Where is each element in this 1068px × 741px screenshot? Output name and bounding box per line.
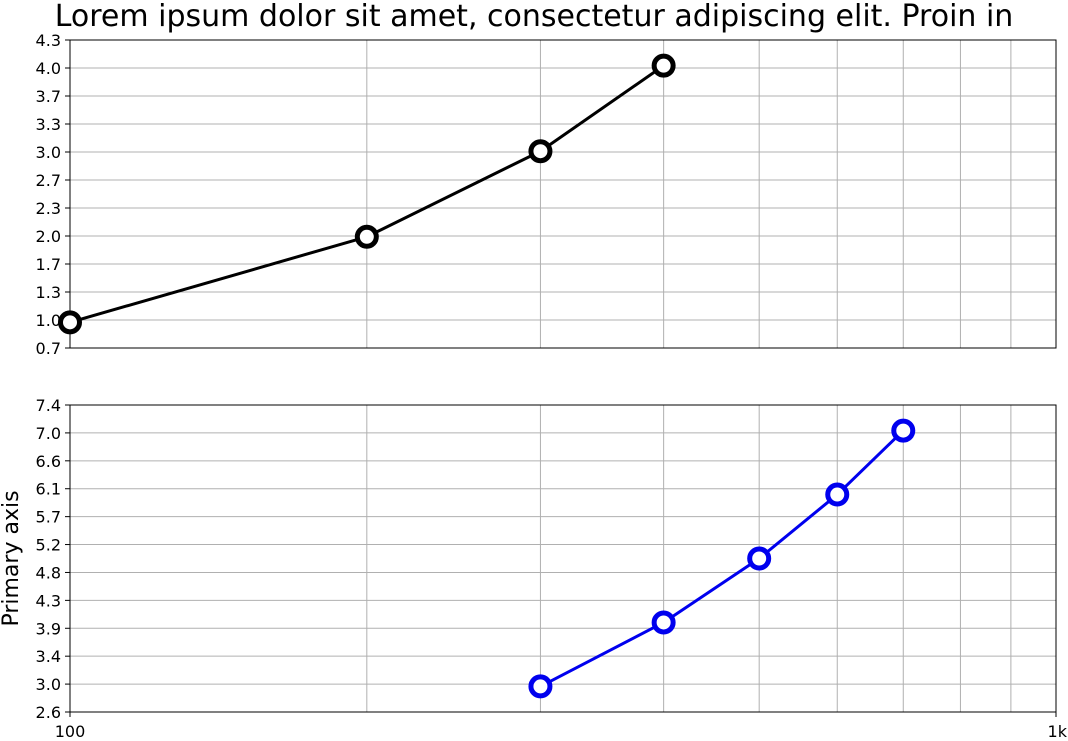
y-tick-label: 2.7 <box>36 171 61 190</box>
y-tick-label: 2.6 <box>36 703 61 722</box>
data-point <box>651 53 676 78</box>
y-tick-label: 1.0 <box>36 311 61 330</box>
y-tick-label: 7.0 <box>36 424 61 443</box>
y-tick-label: 3.7 <box>36 87 61 106</box>
y-tick-label: 6.6 <box>36 452 61 471</box>
y-tick-label: 5.2 <box>36 536 61 555</box>
y-tick-label: 4.0 <box>36 59 61 78</box>
data-point <box>354 224 379 249</box>
y-tick-label: 0.7 <box>36 339 61 358</box>
y-tick-label: 2.3 <box>36 199 61 218</box>
y-tick-label: 3.3 <box>36 115 61 134</box>
data-point <box>58 310 82 335</box>
y-tick-label: 4.8 <box>36 563 61 582</box>
data-point <box>825 482 850 507</box>
chart-title: Lorem ipsum dolor sit amet, consectetur … <box>55 0 1014 34</box>
plot-frame <box>69 39 1057 349</box>
y-tick-label: 7.4 <box>36 396 61 415</box>
y-tick-label: 6.1 <box>36 480 61 499</box>
x-tick-label: 1k <box>1048 722 1068 741</box>
data-point <box>891 418 916 443</box>
y-tick-label: 4.3 <box>36 591 61 610</box>
y-tick-label: 3.0 <box>36 675 61 694</box>
y-tick-label: 3.9 <box>36 619 61 638</box>
series-line <box>539 429 905 688</box>
data-point <box>528 674 553 699</box>
y-tick-label: 2.0 <box>36 227 61 246</box>
x-tick-label: 100 <box>55 722 86 741</box>
data-point <box>528 139 553 164</box>
y-tick-label: 5.7 <box>36 508 61 527</box>
plot-frame <box>69 404 1057 713</box>
series-line <box>69 64 665 324</box>
data-point <box>747 546 772 571</box>
y-axis-label: Primary axis <box>0 490 24 626</box>
data-point <box>651 610 676 635</box>
y-tick-label: 4.3 <box>36 31 61 50</box>
y-tick-label: 1.3 <box>36 283 61 302</box>
y-tick-label: 3.4 <box>36 647 61 666</box>
y-tick-label: 3.0 <box>36 143 61 162</box>
y-tick-label: 1.7 <box>36 255 61 274</box>
